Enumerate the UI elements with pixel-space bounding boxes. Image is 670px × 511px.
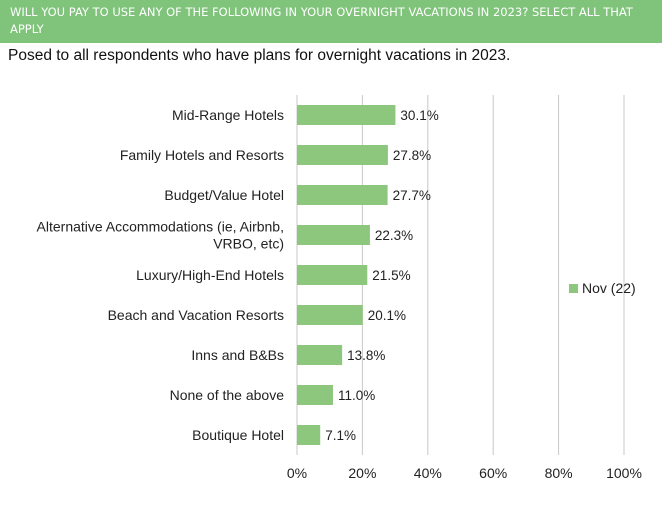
category-label: None of the above (170, 387, 285, 403)
category-label: Luxury/High-End Hotels (136, 267, 284, 283)
category-label: Beach and Vacation Resorts (108, 307, 284, 323)
category-label: Boutique Hotel (192, 427, 284, 443)
bar (297, 345, 343, 365)
question-header: WILL YOU PAY TO USE ANY OF THE FOLLOWING… (0, 0, 662, 43)
x-tick-label: 0% (287, 465, 307, 481)
data-label: 27.7% (393, 188, 431, 203)
data-label: 22.3% (375, 228, 413, 243)
bar (297, 145, 388, 165)
x-tick-label: 20% (348, 465, 376, 481)
bars (297, 105, 396, 445)
category-label: Alternative Accommodations (ie, Airbnb, (37, 219, 284, 235)
category-labels: Mid-Range Hotels Family Hotels and Resort… (37, 107, 285, 443)
legend-swatch (569, 284, 578, 293)
legend-label: Nov (22) (582, 280, 636, 296)
data-label: 30.1% (400, 108, 438, 123)
bar (297, 185, 388, 205)
x-tick-label: 40% (414, 465, 442, 481)
x-tick-label: 100% (606, 465, 642, 481)
legend: Nov (22) (569, 280, 636, 296)
bar (297, 265, 368, 285)
category-label: Inns and B&Bs (191, 347, 284, 363)
bar (297, 425, 321, 445)
data-label: 21.5% (372, 268, 410, 283)
data-label: 11.0% (338, 388, 375, 403)
x-axis-ticks: 0% 20% 40% 60% 80% 100% (287, 465, 642, 481)
bar (297, 225, 370, 245)
data-label: 7.1% (325, 428, 356, 443)
category-label: Budget/Value Hotel (164, 187, 284, 203)
data-labels: 30.1% 27.8% 27.7% 22.3% 21.5% 20.1% 13.8% 11.0%… (325, 108, 438, 443)
category-label: Mid-Range Hotels (172, 107, 284, 123)
bar (297, 385, 333, 405)
chart-subtitle: Posed to all respondents who have plans … (8, 47, 511, 64)
x-tick-label: 60% (479, 465, 507, 481)
data-label: 27.8% (393, 148, 431, 163)
x-tick-label: 80% (545, 465, 573, 481)
bar (297, 305, 363, 325)
category-label: VRBO, etc) (213, 236, 284, 252)
data-label: 20.1% (368, 308, 406, 323)
bar (297, 105, 396, 125)
category-label: Family Hotels and Resorts (120, 147, 284, 163)
data-label: 13.8% (347, 348, 385, 363)
